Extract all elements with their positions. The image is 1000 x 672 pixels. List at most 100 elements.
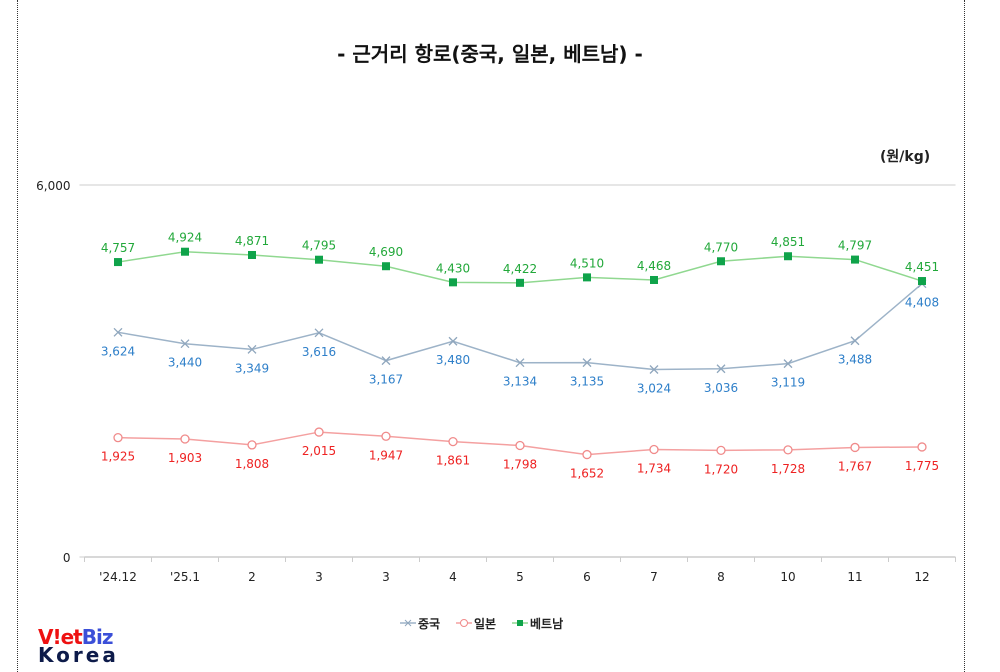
data-point bbox=[716, 364, 726, 374]
data-point bbox=[583, 273, 591, 282]
data-label: 1,728 bbox=[771, 462, 805, 476]
data-label: 1,861 bbox=[436, 454, 470, 468]
data-point bbox=[783, 359, 793, 369]
x-tick-label: 10 bbox=[780, 570, 795, 584]
data-point bbox=[448, 436, 458, 447]
left-border bbox=[17, 0, 18, 672]
x-marker bbox=[515, 358, 525, 368]
data-label: 3,134 bbox=[503, 375, 537, 389]
x-marker bbox=[314, 328, 324, 338]
data-label: 4,451 bbox=[905, 260, 939, 274]
data-label: 4,770 bbox=[704, 240, 738, 254]
data-point bbox=[850, 336, 860, 346]
data-label: 1,925 bbox=[101, 450, 135, 464]
x-marker bbox=[783, 359, 793, 369]
data-point bbox=[649, 365, 659, 374]
unit-label: (원/kg) bbox=[880, 149, 931, 165]
x-marker bbox=[448, 336, 458, 346]
data-point bbox=[113, 432, 123, 443]
x-tick-label: 7 bbox=[650, 570, 658, 584]
data-point bbox=[114, 258, 122, 267]
data-label: 4,851 bbox=[771, 235, 805, 249]
data-label: 1,798 bbox=[503, 458, 537, 472]
x-tick-label: 12 bbox=[914, 570, 929, 584]
data-label: 3,440 bbox=[168, 356, 202, 370]
data-label: 4,422 bbox=[503, 262, 537, 276]
data-label: 3,624 bbox=[101, 344, 135, 358]
data-label: 3,480 bbox=[436, 353, 470, 367]
data-point bbox=[247, 440, 257, 450]
data-point bbox=[248, 250, 256, 259]
x-tick-label: '24.12 bbox=[99, 570, 137, 584]
legend-circle-marker bbox=[460, 619, 468, 627]
data-point bbox=[449, 278, 457, 287]
data-point bbox=[180, 339, 190, 349]
data-point bbox=[315, 255, 323, 264]
data-label: 4,797 bbox=[838, 239, 872, 253]
data-point bbox=[180, 434, 190, 444]
x-marker bbox=[716, 364, 726, 374]
data-label: 1,947 bbox=[369, 448, 403, 462]
series-베트남 bbox=[114, 247, 926, 287]
x-tick-label: 11 bbox=[847, 570, 862, 584]
x-tick-label: 4 bbox=[449, 570, 457, 584]
data-point bbox=[181, 247, 189, 256]
data-point bbox=[582, 358, 592, 368]
data-point bbox=[650, 275, 658, 284]
data-point bbox=[515, 440, 525, 451]
data-label: 1,903 bbox=[168, 451, 202, 465]
data-label: 1,775 bbox=[905, 459, 939, 473]
data-label: 4,871 bbox=[235, 234, 269, 248]
data-label: 3,488 bbox=[838, 353, 872, 367]
data-point bbox=[582, 449, 592, 460]
right-border bbox=[964, 0, 965, 672]
data-label: 3,024 bbox=[637, 382, 671, 396]
data-point bbox=[247, 344, 257, 354]
x-marker bbox=[850, 336, 860, 346]
x-tick-label: 2 bbox=[248, 570, 256, 584]
data-point bbox=[850, 442, 860, 453]
x-marker bbox=[180, 339, 190, 349]
data-point bbox=[382, 262, 390, 271]
data-label: 3,036 bbox=[704, 381, 738, 395]
series-중국 bbox=[113, 279, 927, 374]
data-label: 1,808 bbox=[235, 457, 269, 471]
vietbiz-korea-logo: V!etBiz Korea bbox=[38, 625, 119, 667]
legend-label: 일본 bbox=[474, 617, 496, 631]
data-label: 4,468 bbox=[637, 259, 671, 273]
data-label: 4,510 bbox=[570, 256, 604, 270]
data-label: 2,015 bbox=[302, 444, 336, 458]
data-label: 1,734 bbox=[637, 461, 671, 475]
data-label: 4,690 bbox=[369, 245, 403, 259]
data-point bbox=[448, 336, 458, 346]
data-point bbox=[717, 257, 725, 266]
data-point bbox=[381, 431, 391, 441]
data-label: 4,924 bbox=[168, 231, 202, 245]
data-point bbox=[851, 255, 859, 264]
x-marker bbox=[247, 344, 257, 354]
x-tick-label: 8 bbox=[717, 570, 725, 584]
data-label: 3,135 bbox=[570, 375, 604, 389]
chart-title: - 근거리 항로(중국, 일본, 베트남) - bbox=[337, 42, 643, 66]
x-marker bbox=[582, 358, 592, 368]
x-tick-label: 5 bbox=[516, 570, 524, 584]
legend-x-marker bbox=[404, 619, 412, 627]
data-point bbox=[314, 328, 324, 338]
legend-label: 중국 bbox=[418, 617, 440, 631]
data-label: 4,430 bbox=[436, 261, 470, 275]
x-tick-label: 6 bbox=[583, 570, 591, 584]
data-point bbox=[917, 442, 927, 452]
data-label: 1,652 bbox=[570, 467, 604, 481]
x-tick-label: '25.1 bbox=[170, 570, 200, 584]
data-point bbox=[716, 445, 726, 456]
x-marker bbox=[113, 327, 123, 337]
data-label: 3,167 bbox=[369, 373, 403, 387]
data-label: 4,408 bbox=[905, 296, 939, 310]
legend-square-marker bbox=[517, 620, 523, 626]
data-label: 3,616 bbox=[302, 345, 336, 359]
y-tick-label: 6,000 bbox=[36, 179, 70, 193]
data-label: 3,349 bbox=[235, 361, 269, 375]
data-label: 4,795 bbox=[302, 239, 336, 253]
data-label: 1,720 bbox=[704, 462, 738, 476]
